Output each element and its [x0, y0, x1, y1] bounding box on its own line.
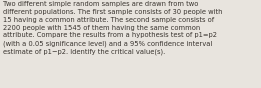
Text: Two different simple random samples are drawn from two
different populations. Th: Two different simple random samples are …: [3, 1, 223, 55]
